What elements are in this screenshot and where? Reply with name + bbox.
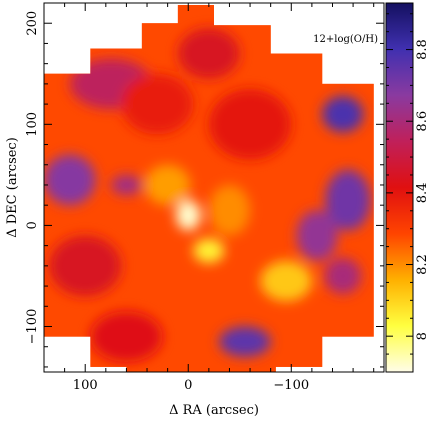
- x-axis-title: Δ RA (arcsec): [169, 403, 259, 418]
- abundance-region: [208, 184, 251, 236]
- abundance-region: [193, 238, 225, 263]
- abundance-region: [325, 169, 371, 231]
- colorbar-tick-label: 8: [415, 332, 430, 340]
- abundance-region: [90, 311, 163, 362]
- abundance-region: [322, 96, 364, 133]
- y-tick-label: 200: [25, 11, 40, 36]
- colorbar-tick-label: 8.2: [415, 254, 430, 275]
- abundance-region: [175, 200, 201, 231]
- colorbar: 8 8.2 8.4 8.6 8.8: [385, 2, 430, 373]
- colorbar-quantity-label: 12+log(O/H): [313, 34, 378, 45]
- x-tick-label: 0: [184, 378, 192, 393]
- abundance-region: [177, 28, 240, 79]
- abundance-region: [44, 154, 96, 206]
- colorbar-tick-label: 8.6: [415, 111, 430, 132]
- abundance-region: [49, 235, 122, 297]
- y-tick-label: −100: [25, 309, 40, 345]
- x-tick-label: −100: [273, 378, 309, 393]
- abundance-region: [219, 326, 271, 357]
- colorbar-tick-label: 8.4: [415, 183, 430, 204]
- abundance-region: [296, 210, 338, 261]
- abundance-region: [208, 88, 292, 160]
- axis-ticks: 100 0 −100 −100 0 100 200: [25, 2, 384, 393]
- y-axis-title: Δ DEC (arcsec): [5, 137, 20, 238]
- colorbar-tick-label: 8.8: [415, 39, 430, 60]
- abundance-region: [121, 73, 194, 135]
- abundance-region: [260, 260, 312, 302]
- plot-frame: [43, 2, 385, 373]
- y-tick-label: 100: [25, 112, 40, 137]
- abundance-region: [144, 164, 191, 206]
- abundance-map: [44, 5, 374, 372]
- abundance-region: [110, 174, 142, 196]
- x-tick-label: 100: [73, 378, 98, 393]
- y-tick-label: 0: [25, 221, 40, 229]
- abundance-region: [324, 257, 362, 295]
